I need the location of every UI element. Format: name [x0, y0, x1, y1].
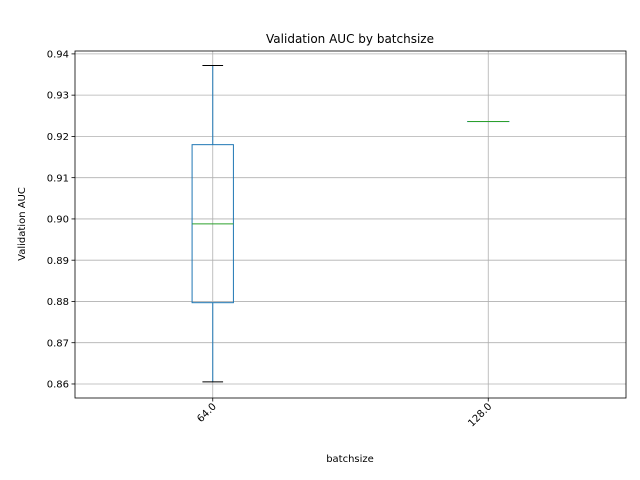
x-tick-label: 128.0 — [466, 401, 494, 429]
chart-title: Validation AUC by batchsize — [266, 32, 434, 46]
plot-frame — [74, 50, 627, 399]
grid-lines — [75, 51, 626, 398]
box-64.0 — [191, 64, 234, 383]
y-tick-label: 0.89 — [47, 256, 69, 267]
y-axis-label: Validation AUC — [17, 187, 28, 261]
y-tick-label: 0.93 — [47, 91, 69, 102]
y-tick-label: 0.92 — [47, 132, 69, 143]
x-axis-label: batchsize — [326, 454, 374, 465]
x-axis-ticks: 64.0 128.0 — [195, 398, 494, 429]
y-tick-label: 0.91 — [47, 173, 69, 184]
y-tick-label: 0.94 — [47, 49, 69, 60]
y-tick-label: 0.88 — [47, 297, 69, 308]
y-tick-label: 0.90 — [47, 215, 69, 226]
boxes — [191, 64, 510, 383]
x-tick-label: 64.0 — [195, 401, 219, 425]
y-tick-label: 0.87 — [47, 338, 69, 349]
y-axis-ticks: 0.86 0.87 0.88 0.89 0.90 0.91 0.92 0.93 0.94 — [47, 49, 75, 391]
y-tick-label: 0.86 — [47, 380, 69, 391]
